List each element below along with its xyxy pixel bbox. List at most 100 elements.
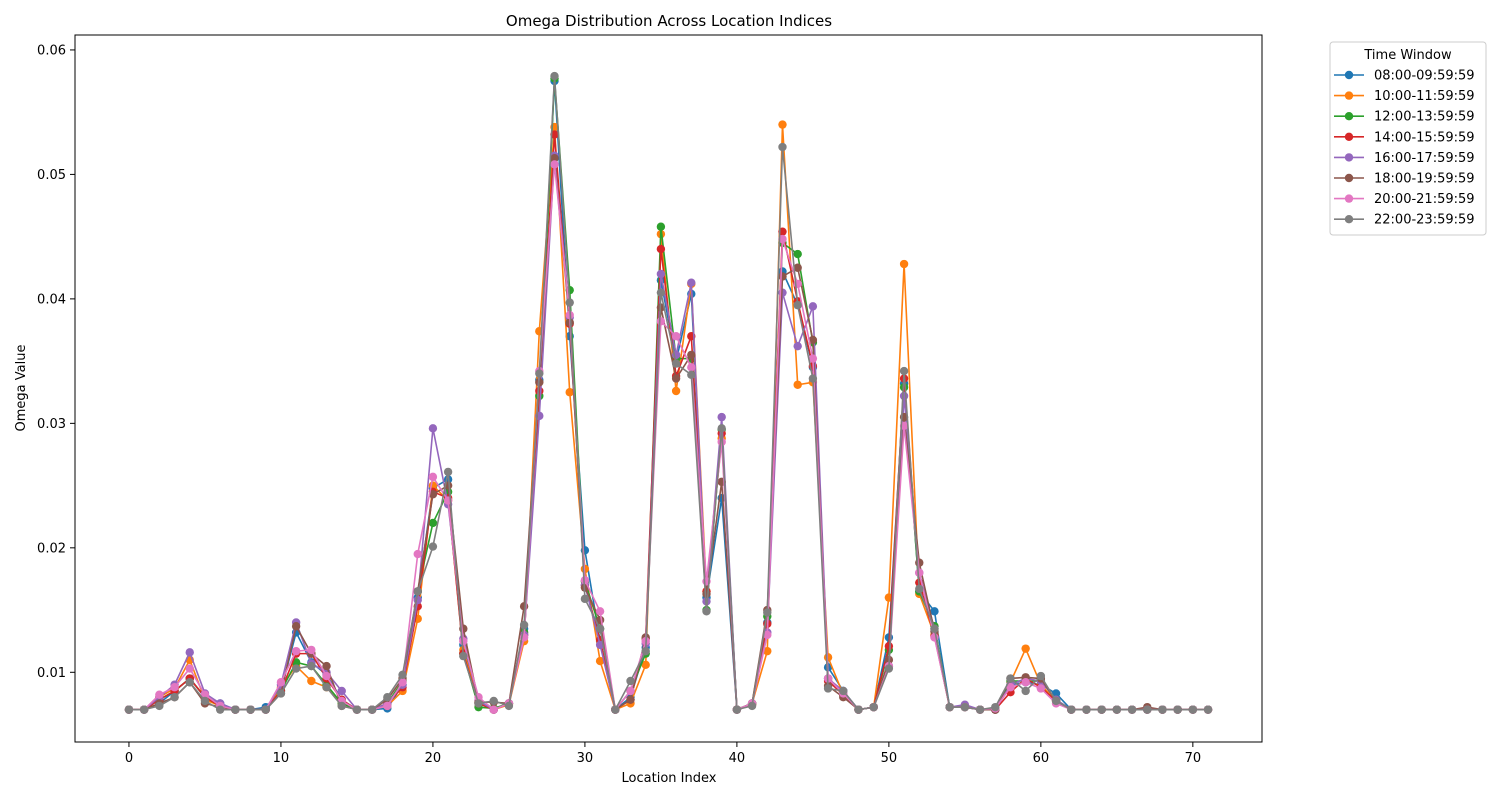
y-tick-label: 0.06 (37, 43, 66, 58)
data-point (808, 335, 818, 345)
data-point (1006, 683, 1015, 692)
y-axis-label: Omega Value (14, 345, 29, 432)
data-point (793, 249, 802, 259)
data-point (778, 142, 787, 152)
data-point (671, 374, 681, 383)
data-point (1021, 686, 1030, 696)
data-point (778, 272, 787, 281)
data-point (1021, 644, 1030, 653)
data-point (717, 424, 726, 433)
data-point (428, 472, 438, 482)
series-2 (124, 120, 1213, 714)
data-point (1143, 705, 1152, 714)
data-point (535, 369, 544, 378)
data-point (261, 705, 270, 714)
data-point (1067, 705, 1076, 714)
legend-label: 18:00-19:59:59 (1374, 172, 1475, 187)
series-3 (124, 74, 1213, 714)
data-point (656, 222, 666, 231)
data-point (1112, 705, 1122, 714)
legend-items: 08:00-09:59:59 10:00-11:59:59 12:00-13:59:… (1334, 69, 1475, 228)
data-point (1173, 705, 1182, 714)
data-point (352, 705, 362, 714)
data-point (489, 705, 498, 714)
legend-marker (1344, 215, 1354, 224)
data-point (291, 664, 301, 673)
data-point (291, 646, 301, 656)
data-point (671, 386, 681, 396)
data-point (246, 705, 255, 714)
legend-label: 10:00-11:59:59 (1374, 89, 1475, 104)
series-6 (124, 154, 1213, 714)
data-point (1021, 678, 1030, 687)
series-line (128, 154, 1209, 711)
data-point (1036, 684, 1046, 693)
data-point (793, 341, 802, 351)
legend-label: 22:00-23:59:59 (1374, 213, 1475, 228)
data-point (443, 467, 453, 477)
legend-label: 16:00-17:59:59 (1374, 151, 1475, 166)
data-point (337, 701, 346, 711)
data-point (1127, 705, 1137, 714)
data-point (307, 661, 316, 671)
data-point (808, 354, 818, 363)
data-point (383, 692, 392, 702)
series-layer (124, 71, 1213, 714)
data-point (793, 300, 802, 310)
data-point (732, 705, 742, 714)
data-point (930, 624, 939, 633)
data-point (899, 391, 909, 401)
x-tick-label: 60 (1033, 751, 1050, 766)
legend-entry: 08:00-09:59:59 (1334, 69, 1475, 84)
data-point (307, 645, 316, 655)
x-tick-label: 20 (425, 751, 442, 766)
data-point (322, 661, 331, 671)
chart-title: Omega Distribution Across Location Indic… (506, 12, 832, 30)
data-point (215, 705, 225, 714)
series-line (128, 157, 1209, 711)
data-point (322, 671, 331, 681)
legend-entry: 18:00-19:59:59 (1334, 172, 1475, 187)
legend-entry: 16:00-17:59:59 (1334, 151, 1475, 166)
data-point (307, 676, 316, 686)
data-point (778, 234, 787, 244)
data-point (1158, 705, 1167, 714)
legend-label: 12:00-13:59:59 (1374, 110, 1475, 125)
x-tick-label: 0 (125, 751, 133, 766)
data-point (550, 154, 559, 163)
data-point (124, 705, 134, 714)
data-point (595, 656, 605, 666)
legend-marker (1344, 91, 1354, 100)
data-point (550, 160, 559, 169)
series-5 (124, 151, 1213, 714)
data-point (200, 696, 210, 706)
x-tick-label: 30 (577, 751, 594, 766)
data-point (413, 549, 422, 559)
data-point (763, 608, 772, 617)
data-point (1082, 705, 1091, 714)
data-point (930, 607, 939, 616)
data-point (170, 692, 179, 702)
data-point (185, 648, 194, 657)
data-point (884, 664, 894, 673)
x-tick-label: 70 (1185, 751, 1202, 766)
data-point (1097, 705, 1106, 714)
data-point (1051, 689, 1061, 698)
data-point (793, 380, 802, 389)
series-line (128, 123, 1209, 711)
data-point (398, 678, 407, 687)
y-tick-label: 0.05 (37, 168, 66, 183)
data-point (671, 359, 681, 368)
data-point (626, 695, 635, 704)
x-axis: 0 10 20 30 40 50 60 70 (125, 742, 1201, 766)
data-point (656, 288, 666, 297)
data-point (155, 690, 164, 699)
legend-label: 20:00-21:59:59 (1374, 192, 1475, 207)
data-point (915, 568, 924, 577)
data-point (474, 699, 483, 708)
data-point (1051, 696, 1061, 706)
data-point (155, 701, 164, 711)
data-point (170, 683, 179, 692)
legend-entry: 20:00-21:59:59 (1334, 192, 1475, 207)
y-tick-label: 0.02 (37, 541, 66, 556)
